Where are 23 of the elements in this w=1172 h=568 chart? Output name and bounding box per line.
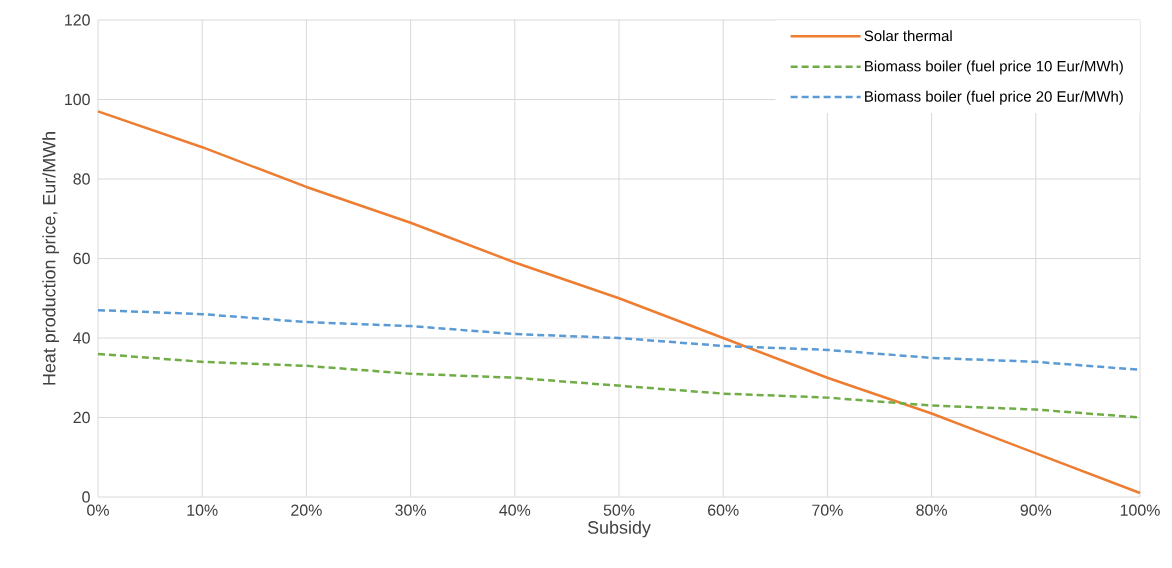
x-tick-label: 0% — [87, 504, 109, 516]
x-tick-label: 90% — [1020, 504, 1052, 516]
y-tick-label: 100 — [65, 93, 90, 106]
x-tick-label: 40% — [499, 504, 531, 516]
x-tick-label: 100% — [1120, 504, 1160, 516]
y-tick-label: 80 — [73, 173, 90, 185]
x-tick-label: 30% — [395, 504, 426, 516]
x-tick-label: 20% — [291, 504, 322, 516]
y-tick-label: 60 — [73, 252, 90, 265]
legend-label: Biomass boiler (fuel price 10 Eur/MWh) — [865, 60, 1123, 75]
x-tick-label: 80% — [916, 504, 947, 516]
y-tick-label: 0 — [82, 491, 90, 503]
x-tick-label: 10% — [187, 504, 218, 516]
x-tick-label: 70% — [812, 504, 843, 516]
x-tick-label: 50% — [603, 504, 635, 516]
y-axis-title: Heat production price, Eur/MWh — [42, 132, 60, 385]
x-tick-label: 60% — [708, 504, 739, 516]
y-tick-label: 120 — [65, 14, 90, 26]
x-axis-title: Subsidy — [587, 520, 651, 538]
legend-label: Biomass boiler (fuel price 20 Eur/MWh) — [865, 90, 1123, 105]
y-tick-label: 20 — [73, 411, 90, 424]
y-tick-label: 40 — [73, 332, 90, 344]
legend-label: Solar thermal — [864, 30, 952, 42]
